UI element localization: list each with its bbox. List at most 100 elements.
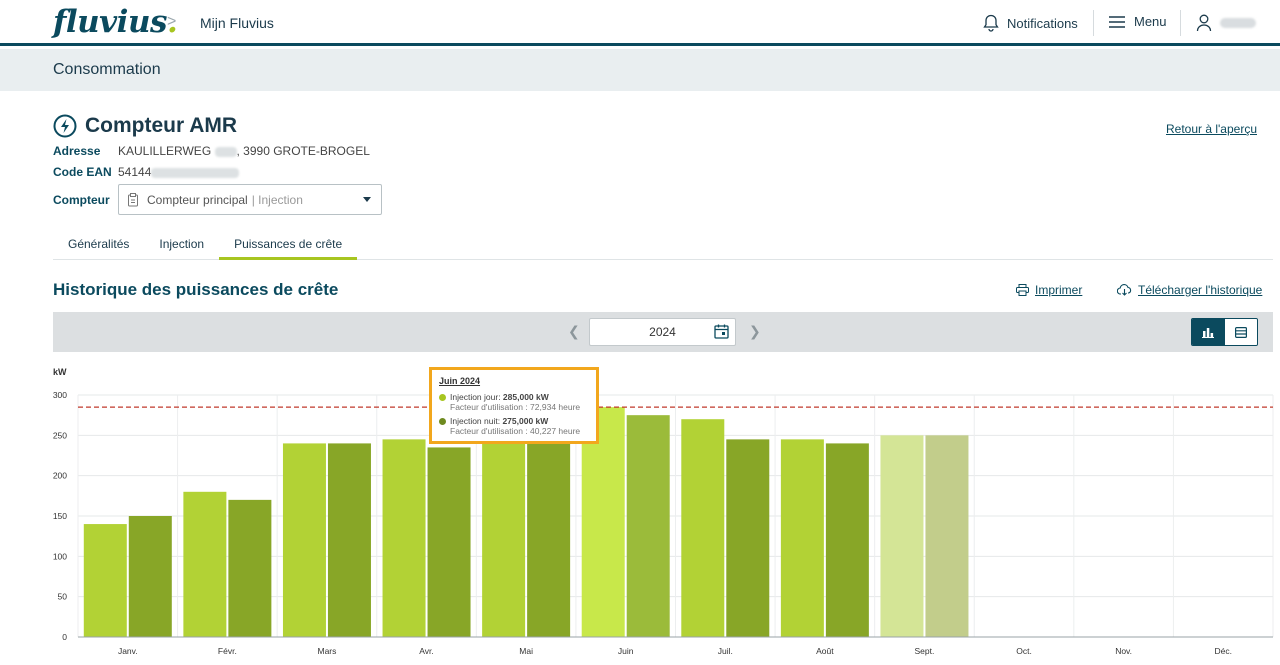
print-label: Imprimer <box>1035 283 1083 297</box>
chart-canvas: kW 0 50 100 150 200 250 300 Janv. Févr. Mars Avr. Ma… <box>53 367 1274 656</box>
tab-bar: Généralités Injection Puissances de crêt… <box>53 229 1273 260</box>
meter-select-label: Compteur <box>53 193 110 207</box>
day-legend-dot <box>439 394 446 401</box>
tooltip-day-factor: Facteur d'utilisation : 72,934 heure <box>450 402 581 412</box>
y-axis-label: kW <box>53 367 67 377</box>
tab-injection[interactable]: Injection <box>159 237 205 251</box>
x-tick-label: Nov. <box>1115 646 1132 656</box>
address-value: KAULILLERWEG , 3990 GROTE-BROGEL <box>118 144 370 158</box>
notifications-label: Notifications <box>1007 15 1078 31</box>
meter-device-icon <box>128 192 138 206</box>
table-view-button[interactable] <box>1224 319 1257 345</box>
y-tick-label: 0 <box>62 632 67 642</box>
username-redacted <box>1220 18 1256 28</box>
chart-toolbar: ❮ 2024 ❯ <box>53 312 1273 352</box>
bar-injection-nuit <box>327 443 371 637</box>
bar-injection-jour <box>780 439 824 637</box>
y-tick-label: 50 <box>58 592 68 602</box>
x-tick-label: Oct. <box>1016 646 1032 656</box>
x-tick-label: Juin <box>618 646 634 656</box>
address-label: Adresse <box>53 144 101 158</box>
y-tick-label: 200 <box>53 471 67 481</box>
print-link[interactable]: Imprimer <box>1016 283 1082 297</box>
bar-injection-jour <box>581 407 625 637</box>
fluvius-logo[interactable]: fluvius. <box>53 4 178 40</box>
hamburger-icon <box>1109 15 1125 28</box>
top-header: fluvius. > Mijn Fluvius Notifications Me… <box>0 0 1280 46</box>
calendar-icon <box>714 324 729 339</box>
sub-header: Consommation <box>0 49 1280 91</box>
view-toggle <box>1191 318 1258 346</box>
page-title: Consommation <box>53 61 161 78</box>
bar-injection-nuit <box>527 443 571 637</box>
tooltip-title: Juin 2024 <box>439 376 481 386</box>
address-row: Adresse KAULILLERWEG , 3990 GROTE-BROGEL <box>53 144 370 158</box>
bar-injection-nuit <box>427 447 471 637</box>
x-tick-label: Mars <box>318 646 337 656</box>
bar-chart-icon <box>1202 327 1215 338</box>
x-tick-label: Janv. <box>118 646 138 656</box>
chevron-right-icon: > <box>167 13 177 30</box>
next-year-button[interactable]: ❯ <box>749 323 761 339</box>
peak-power-chart: kW 0 50 100 150 200 250 300 Janv. Févr. Mars Avr. Ma… <box>0 360 1280 665</box>
tooltip-night-factor: Facteur d'utilisation : 40,227 heure <box>450 426 581 436</box>
y-tick-label: 150 <box>53 511 67 521</box>
x-tick-label: Sept. <box>915 646 935 656</box>
meter-select-type: | Injection <box>251 192 303 207</box>
x-tick-label: Déc. <box>1214 646 1231 656</box>
download-label: Télécharger l'historique <box>1138 283 1263 297</box>
header-divider <box>1180 10 1181 36</box>
bar-injection-jour <box>681 419 725 637</box>
bar-injection-nuit <box>726 439 770 637</box>
chart-view-button[interactable] <box>1192 319 1225 345</box>
lightning-icon <box>53 114 77 138</box>
header-divider <box>1093 10 1094 36</box>
menu-button[interactable]: Menu <box>1108 14 1167 29</box>
x-tick-label: Févr. <box>218 646 237 656</box>
tab-peak-power[interactable]: Puissances de crête <box>219 229 358 260</box>
back-to-overview-link[interactable]: Retour à l'aperçu <box>1165 122 1257 136</box>
tooltip-night-row: Injection nuit: 275,000 kW <box>439 416 589 426</box>
night-legend-dot <box>439 418 446 425</box>
meter-heading: Compteur AMR <box>53 114 237 138</box>
bar-injection-nuit <box>825 443 869 637</box>
account-button[interactable] <box>1196 14 1256 32</box>
ean-label: Code EAN <box>53 165 112 179</box>
x-tick-label: Juil. <box>718 646 733 656</box>
bar-injection-jour <box>482 443 526 637</box>
tooltip-day-row: Injection jour: 285,000 kW <box>439 392 589 402</box>
y-tick-label: 250 <box>53 430 67 440</box>
cloud-download-icon <box>1117 284 1132 296</box>
bar-injection-nuit <box>626 415 670 637</box>
download-history-link[interactable]: Télécharger l'historique <box>1117 283 1262 297</box>
chevron-down-icon <box>363 197 371 202</box>
ean-row: Code EAN 54144 <box>53 165 240 179</box>
meter-select-value: Compteur principal <box>147 192 248 207</box>
notifications-button[interactable]: Notifications <box>983 14 1078 32</box>
y-tick-label: 100 <box>53 551 67 561</box>
bar-injection-jour <box>83 524 127 637</box>
bar-injection-nuit <box>228 499 272 637</box>
meter-title: Compteur AMR <box>85 114 238 137</box>
user-icon <box>1196 14 1212 32</box>
bell-icon <box>983 14 999 32</box>
bar-injection-jour <box>880 435 924 637</box>
x-tick-label: Avr. <box>419 646 434 656</box>
year-value: 2024 <box>649 325 676 339</box>
x-tick-label: Août <box>816 646 834 656</box>
breadcrumb[interactable]: Mijn Fluvius <box>200 15 274 31</box>
year-picker[interactable]: 2024 <box>589 318 736 346</box>
tab-generalites[interactable]: Généralités <box>68 237 130 251</box>
bar-injection-nuit <box>925 435 969 637</box>
previous-year-button[interactable]: ❮ <box>568 323 580 339</box>
ean-value: 54144 <box>118 165 240 179</box>
section-title: Historique des puissances de crête <box>53 280 339 299</box>
bar-injection-jour <box>183 491 227 637</box>
meter-select[interactable]: Compteur principal | Injection <box>118 184 382 215</box>
bar-injection-jour <box>282 443 326 637</box>
table-icon <box>1234 326 1247 338</box>
bar-injection-jour <box>382 439 426 637</box>
menu-label: Menu <box>1134 14 1167 29</box>
chart-tooltip: Juin 2024 Injection jour: 285,000 kW Fac… <box>429 367 599 444</box>
printer-icon <box>1016 284 1029 296</box>
